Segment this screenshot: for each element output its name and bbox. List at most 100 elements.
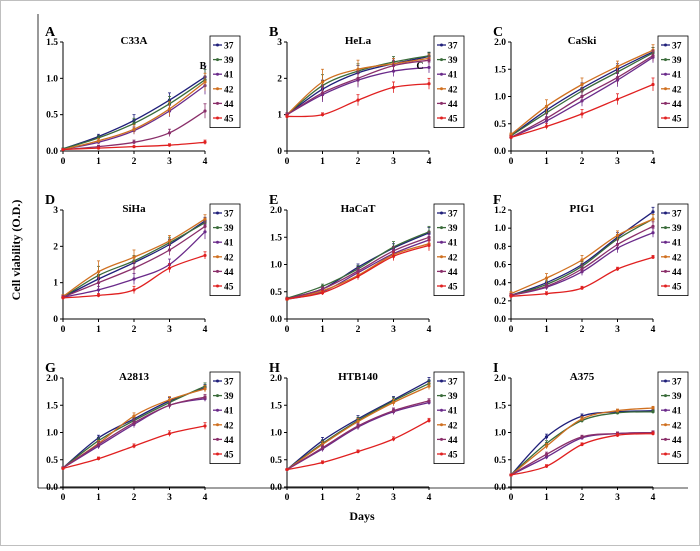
legend-marker xyxy=(216,408,219,412)
data-point xyxy=(167,266,172,270)
legend-label: 41 xyxy=(448,407,458,417)
legend-box xyxy=(657,371,689,464)
series-44 xyxy=(61,221,207,300)
data-point xyxy=(96,139,101,143)
x-tick-label: 0 xyxy=(509,157,514,167)
legend-marker xyxy=(440,255,443,259)
legend-marker xyxy=(664,284,667,288)
series-45 xyxy=(509,431,655,477)
x-tick-label: 2 xyxy=(580,493,585,503)
x-tick-label: 0 xyxy=(509,325,514,335)
data-point xyxy=(509,473,513,477)
data-point xyxy=(427,418,431,423)
data-point xyxy=(320,91,325,95)
legend-label: 42 xyxy=(672,421,682,431)
data-point xyxy=(167,248,172,252)
panel-letter: A xyxy=(45,25,56,40)
x-tick-label: 4 xyxy=(203,325,208,335)
y-tick-label: 0.0 xyxy=(46,483,58,493)
y-tick-label: 2 xyxy=(277,74,282,84)
data-point xyxy=(580,94,584,99)
legend-label: 37 xyxy=(672,42,682,52)
legend-label: 37 xyxy=(672,378,682,388)
data-point xyxy=(285,297,289,301)
data-point xyxy=(96,281,101,285)
series-41 xyxy=(61,224,207,300)
data-point xyxy=(132,127,136,131)
series-45 xyxy=(285,417,431,472)
legend: 37 39 41 42 44 45 xyxy=(657,35,689,128)
data-point xyxy=(167,431,172,436)
data-point xyxy=(167,403,172,407)
legend-marker xyxy=(440,116,443,120)
x-tick-label: 1 xyxy=(544,493,549,503)
panel-letter: H xyxy=(269,361,280,376)
legend-marker xyxy=(216,226,219,230)
legend-marker xyxy=(216,72,219,76)
panel-letter: D xyxy=(45,193,55,208)
legend-box xyxy=(209,35,241,128)
y-tick-label: 0.5 xyxy=(46,111,58,121)
legend-label: 37 xyxy=(224,42,234,52)
x-tick-label: 4 xyxy=(651,325,656,335)
legend-marker xyxy=(216,269,219,273)
legend-box xyxy=(657,203,689,296)
legend-label: 42 xyxy=(448,85,458,95)
legend-label: 37 xyxy=(448,378,458,388)
legend-marker xyxy=(216,255,219,259)
y-tick-label: 0.0 xyxy=(494,483,506,493)
x-tick-label: 1 xyxy=(320,493,325,503)
legend-marker xyxy=(664,408,667,412)
legend-label: 39 xyxy=(224,224,234,234)
data-point xyxy=(544,452,549,456)
data-point xyxy=(651,410,655,414)
data-point xyxy=(615,97,620,101)
y-tick-label: 0.0 xyxy=(494,315,506,325)
data-point xyxy=(320,291,325,295)
series-44 xyxy=(285,398,431,472)
data-point xyxy=(580,417,584,421)
data-point xyxy=(61,466,65,471)
y-tick-label: 1.5 xyxy=(46,38,58,48)
x-tick-label: 0 xyxy=(285,493,290,503)
legend-label: 41 xyxy=(672,407,682,417)
legend: 37 39 41 42 44 45 xyxy=(657,371,689,464)
panel-title: C33A xyxy=(121,35,148,47)
legend: 37 39 41 42 44 45 xyxy=(209,371,241,464)
legend-label: 41 xyxy=(672,239,682,249)
legend-marker xyxy=(664,226,667,230)
legend-marker xyxy=(216,58,219,62)
legend-marker xyxy=(440,452,443,456)
data-point xyxy=(167,131,172,135)
data-point xyxy=(427,235,431,239)
x-tick-label: 2 xyxy=(132,493,137,503)
legend-label: 42 xyxy=(224,421,234,431)
legend-label: 44 xyxy=(672,268,682,278)
panel-g: G A2813 0.0 0.5 1.0 1.5 2.0 0 1 2 3 4 37 39 41 42 44 45 xyxy=(45,361,241,503)
data-point xyxy=(132,121,136,125)
x-tick-label: 1 xyxy=(320,157,325,167)
x-tick-label: 0 xyxy=(285,325,290,335)
data-point xyxy=(427,243,431,248)
series-45 xyxy=(61,139,207,152)
x-tick-label: 0 xyxy=(509,493,514,503)
legend-marker xyxy=(664,87,667,91)
data-point xyxy=(427,82,431,86)
legend-box xyxy=(433,35,465,128)
data-point xyxy=(203,424,207,428)
data-point xyxy=(132,421,136,425)
data-point xyxy=(356,67,360,71)
data-point xyxy=(544,284,549,288)
panel-h: H HTB140 0.0 0.5 1.0 1.5 2.0 0 1 2 3 4 37 39 41 42 44 45 xyxy=(269,361,465,503)
legend-label: 39 xyxy=(448,224,458,234)
series-45 xyxy=(61,251,207,300)
data-point xyxy=(580,82,584,87)
legend-marker xyxy=(440,394,443,398)
y-tick-label: 1.0 xyxy=(494,93,506,103)
y-tick-label: 0.5 xyxy=(270,456,282,466)
x-tick-label: 4 xyxy=(427,157,432,167)
y-tick-label: 0.8 xyxy=(494,242,506,252)
y-tick-label: 0 xyxy=(277,147,282,157)
data-point xyxy=(651,431,655,436)
